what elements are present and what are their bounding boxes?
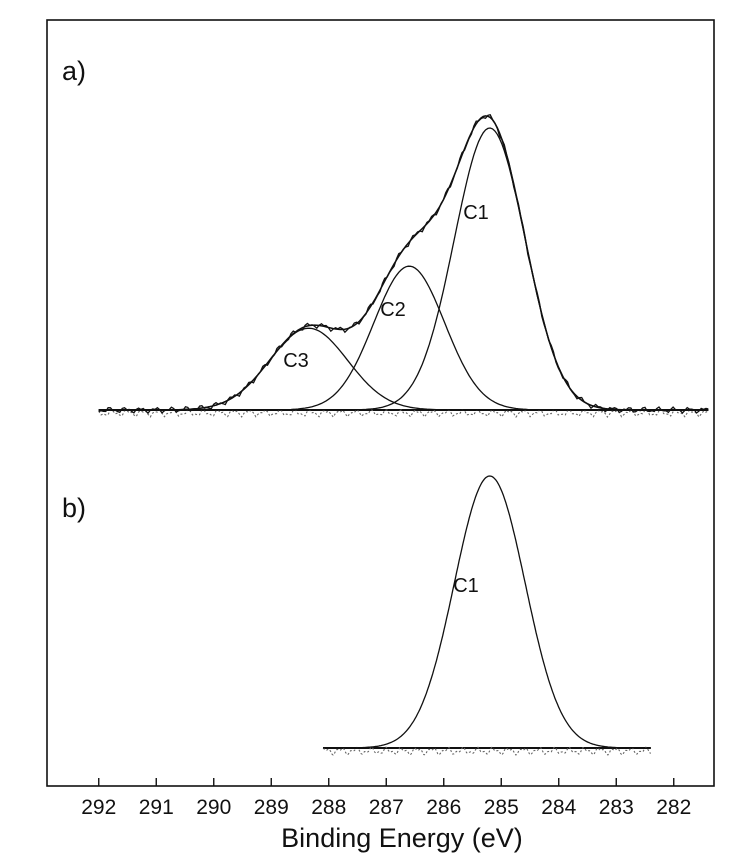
x-tick-label-292: 292 (81, 796, 116, 819)
x-tick-label-288: 288 (311, 796, 346, 819)
x-axis-tick-labels: 292 291 290 289 288 287 286 285 284 283 282 (81, 796, 691, 819)
panel-b-label: b) (62, 493, 86, 523)
x-tick-label-290: 290 (196, 796, 231, 819)
panel-a-residual (98, 408, 709, 418)
panel-a-component-c2 (98, 265, 709, 411)
x-axis-title: Binding Energy (eV) (281, 823, 523, 853)
panel-a-component-c1 (98, 127, 709, 411)
panel-a-envelope (98, 115, 709, 411)
x-tick-label-284: 284 (541, 796, 576, 819)
x-tick-label-286: 286 (426, 796, 461, 819)
panel-b-plot (322, 475, 652, 756)
plot-frame (46, 19, 715, 787)
panel-b-residual (322, 746, 652, 756)
peak-label-c2-a: C2 (380, 299, 406, 321)
x-tick-label-291: 291 (139, 796, 174, 819)
x-tick-label-287: 287 (369, 796, 404, 819)
panel-a-plot (98, 114, 709, 418)
panel-a-component-c3 (98, 327, 709, 411)
panel-a-label: a) (62, 56, 86, 86)
panel-b-component-c1 (323, 475, 651, 749)
x-axis-ticks (98, 778, 675, 786)
peak-label-c1-a: C1 (463, 202, 489, 224)
peak-label-c3-a: C3 (283, 350, 309, 372)
x-tick-label-282: 282 (656, 796, 691, 819)
x-tick-label-285: 285 (484, 796, 519, 819)
x-tick-label-283: 283 (599, 796, 634, 819)
x-tick-label-289: 289 (254, 796, 289, 819)
panel-a-experimental (98, 114, 709, 415)
peak-label-c1-b: C1 (453, 575, 479, 597)
